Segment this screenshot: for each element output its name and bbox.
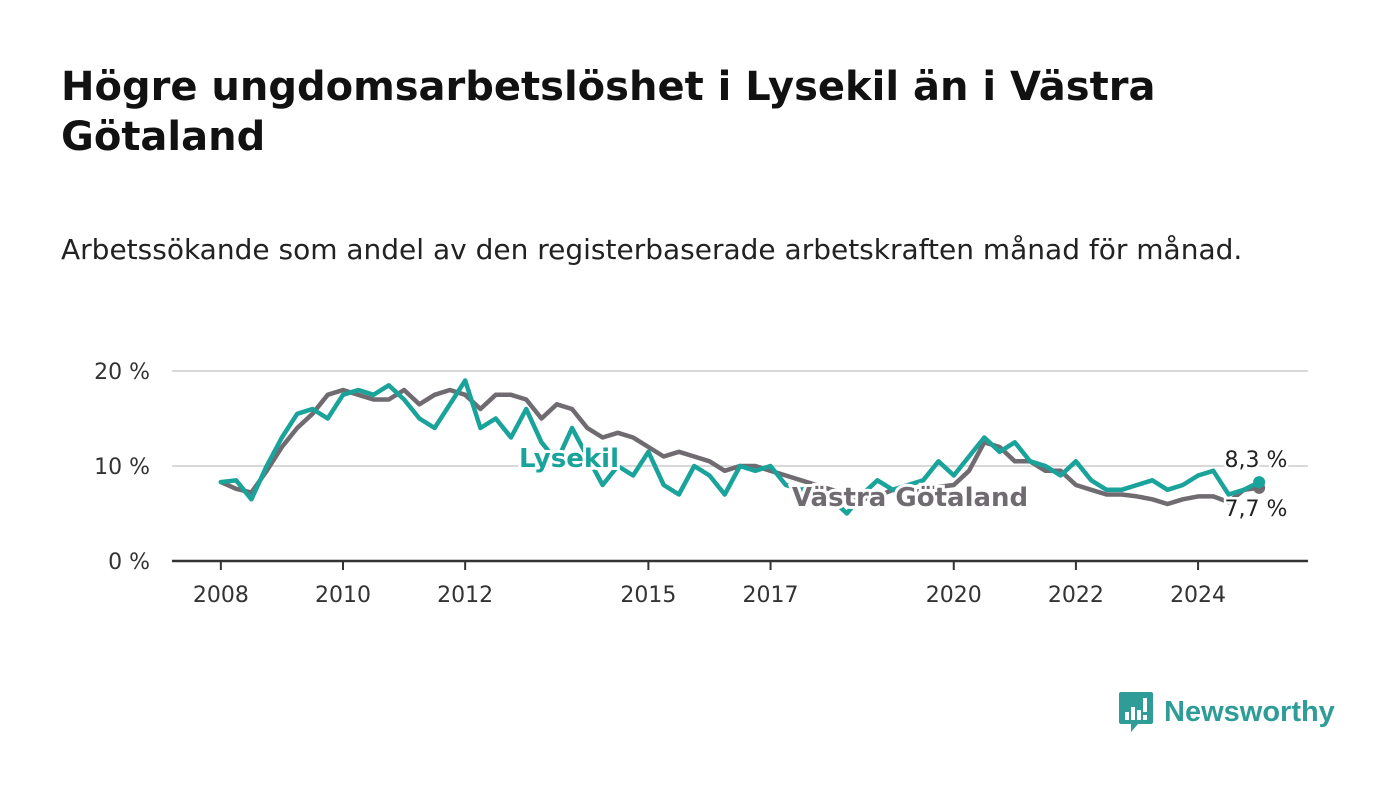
y-tick-label: 20 % [94, 360, 150, 385]
y-tick-label: 0 % [108, 550, 150, 575]
vastra-gotaland-series-label: Västra Götaland [792, 483, 1028, 513]
lysekil-end-value-label: 8,3 % [1225, 448, 1288, 473]
newsworthy-logo: Newsworthy [1118, 690, 1335, 734]
chart-title: Högre ungdomsarbetslöshet i Lysekil än i… [61, 64, 1156, 160]
lysekil-series-label: Lysekil [519, 444, 619, 474]
brand-name: Newsworthy [1164, 695, 1335, 728]
x-tick-label: 2008 [193, 583, 249, 608]
x-tick-label: 2012 [437, 583, 493, 608]
y-tick-label: 10 % [94, 455, 150, 480]
series-layer [218, 378, 1266, 516]
x-tick-label: 2024 [1170, 583, 1226, 608]
bar-chart-speech-icon [1119, 692, 1153, 732]
x-tick-label: 2010 [315, 583, 371, 608]
label-layer: Lysekil Västra Götaland 8,3 % 7,7 % [516, 441, 1290, 525]
x-tick-label: 2022 [1048, 583, 1104, 608]
x-tick-label: 2015 [620, 583, 676, 608]
vastra-gotaland-end-value-label: 7,7 % [1225, 497, 1288, 522]
grid-layer: 0 % 10 % 20 % 2008 2010 2012 2015 2017 2020 2022 2… [94, 360, 1308, 608]
x-tick-label: 2020 [926, 583, 982, 608]
x-tick-label: 2017 [743, 583, 799, 608]
lysekil-end-point [1253, 476, 1266, 489]
lysekil-line [218, 378, 1262, 516]
chart-subtitle: Arbetssökande som andel av den registerb… [61, 233, 1243, 266]
